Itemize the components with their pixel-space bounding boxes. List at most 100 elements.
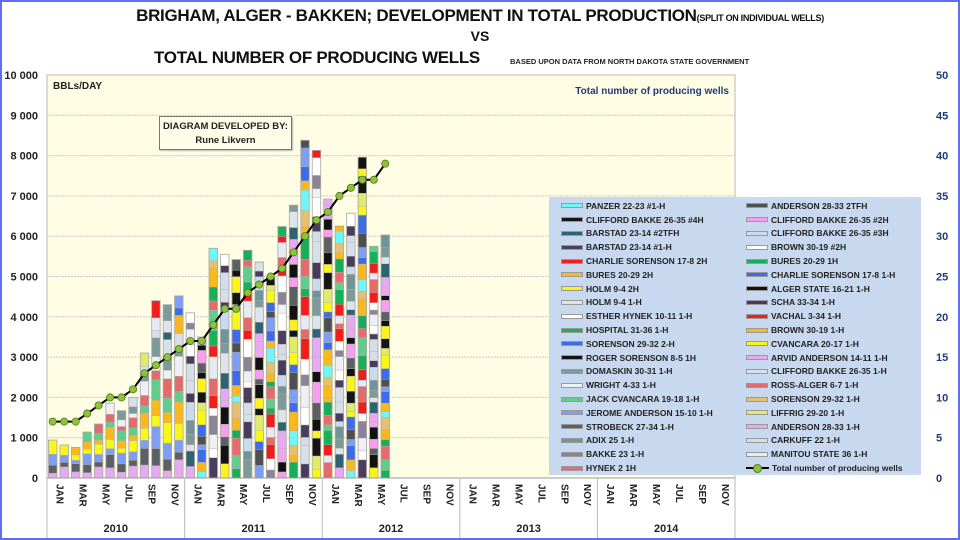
- bar-segment: [334, 401, 344, 414]
- y2-tick-label: 20: [936, 312, 948, 324]
- bar-segment: [243, 421, 253, 439]
- y-axis-right: 0 5 10 15 20 25 30 35 40 45 50: [936, 70, 948, 485]
- y-tick-label: 6 000: [10, 231, 38, 243]
- bar-segment: [334, 272, 344, 283]
- legend-swatch-icon: [561, 313, 583, 319]
- x-year-label: 2011: [241, 523, 265, 535]
- legend-item: CVANCARA 20-17 1-H: [746, 337, 903, 351]
- bar-segment: [357, 279, 367, 292]
- bar-segment: [357, 355, 367, 371]
- y2-tick-label: 5: [936, 433, 942, 445]
- bar-segment: [231, 269, 241, 277]
- legend-item: ESTHER HYNEK 10-11 1-H: [561, 309, 713, 323]
- bar-segment: [277, 353, 287, 361]
- bar-segment: [312, 290, 321, 299]
- bar-segment: [231, 329, 241, 344]
- bar-segment: [346, 213, 356, 227]
- legend-swatch-icon: [561, 230, 583, 236]
- bar-segment: [346, 416, 356, 431]
- bar-segment: [82, 464, 92, 473]
- bar-segment: [334, 426, 344, 440]
- bar-segment: [105, 402, 115, 415]
- bar-segment: [266, 469, 276, 479]
- x-tick-month-label: MAY: [512, 484, 523, 506]
- bar-segment: [346, 411, 356, 418]
- bar-segment: [369, 390, 379, 398]
- legend-label: CHARLIE SORENSON 17-8 2H: [586, 256, 708, 267]
- bar-segment: [71, 447, 81, 456]
- bar-segment: [231, 468, 241, 479]
- bar-segment: [243, 370, 253, 382]
- bar-segment: [380, 247, 390, 258]
- bar-segment: [174, 315, 184, 334]
- bar-segment: [277, 422, 287, 432]
- bar-segment: [105, 414, 115, 423]
- bar-segment: [140, 395, 149, 407]
- bar-segment: [105, 454, 115, 469]
- legend-label: ALGER STATE 16-21 1-H: [771, 283, 870, 294]
- bar-segment: [254, 307, 264, 323]
- bar-segment: [300, 210, 310, 227]
- bar-segment: [312, 381, 321, 404]
- bar-segment: [220, 353, 230, 374]
- bar-stack: [162, 304, 173, 479]
- bar-segment: [323, 414, 333, 425]
- bar-segment: [380, 234, 390, 248]
- x-tick-month-label: NOV: [168, 484, 179, 506]
- legend-swatch-icon: [746, 203, 768, 209]
- y-tick-label: 8 000: [10, 151, 38, 163]
- bar-segment: [185, 380, 195, 394]
- bar-segment: [220, 445, 230, 465]
- bar-segment: [162, 412, 172, 423]
- bar-stack: [346, 212, 356, 479]
- wells-line-point: [106, 393, 115, 402]
- legend-item: CLIFFORD BAKKE 26-35 1-H: [746, 365, 903, 379]
- wells-line-point: [94, 401, 103, 410]
- bar-segment: [357, 157, 367, 169]
- legend-swatch-icon: [746, 327, 768, 333]
- bar-segment: [380, 320, 390, 327]
- bar-segment: [289, 411, 298, 431]
- wells-line-point: [335, 191, 344, 200]
- legend-label: ADIX 25 1-H: [586, 435, 635, 446]
- bar-segment: [231, 438, 241, 456]
- legend-label: HOLM 9-4 2H: [586, 283, 639, 294]
- bar-segment: [289, 461, 298, 479]
- bar-segment: [220, 343, 230, 354]
- bar-segment: [312, 455, 321, 470]
- legend-label: JACK CVANCARA 19-18 1-H: [586, 394, 700, 405]
- bar-segment: [312, 371, 321, 383]
- bar-segment: [220, 254, 230, 266]
- legend-item: LIFFRIG 29-20 1-H: [746, 406, 903, 420]
- bar-segment: [243, 414, 253, 423]
- bar-segment: [128, 417, 138, 429]
- bar-segment: [231, 276, 241, 293]
- bar-segment: [300, 374, 310, 386]
- legend-item: ALGER STATE 16-21 1-H: [746, 282, 903, 296]
- legend-item: MANITOU STATE 36 1-H: [746, 447, 903, 461]
- bar-segment: [300, 180, 310, 191]
- bar-segment: [334, 282, 344, 290]
- legend-item: ADIX 25 1-H: [561, 434, 713, 448]
- bar-segment: [312, 418, 321, 432]
- bar-segment: [266, 285, 276, 291]
- bar-segment: [174, 307, 184, 316]
- bar-segment: [140, 412, 149, 429]
- legend-label: BAKKE 23 1-H: [586, 449, 645, 460]
- bar-segment: [151, 300, 161, 319]
- legend-label: ARVID ANDERSON 14-11 1-H: [771, 352, 888, 363]
- bar-stack: [243, 249, 253, 479]
- legend-swatch-icon: [561, 396, 583, 402]
- y2-tick-label: 30: [936, 231, 948, 243]
- bar-stack: [93, 423, 104, 479]
- bar-segment: [312, 197, 321, 217]
- bar-segment: [323, 236, 333, 253]
- bar-segment: [208, 448, 218, 458]
- bar-segment: [162, 370, 172, 380]
- bar-segment: [151, 379, 161, 401]
- bar-segment: [254, 369, 264, 380]
- bar-segment: [185, 420, 195, 435]
- bar-segment: [254, 270, 264, 277]
- bar-segment: [334, 323, 344, 330]
- x-tick-month-label: JUL: [260, 484, 271, 503]
